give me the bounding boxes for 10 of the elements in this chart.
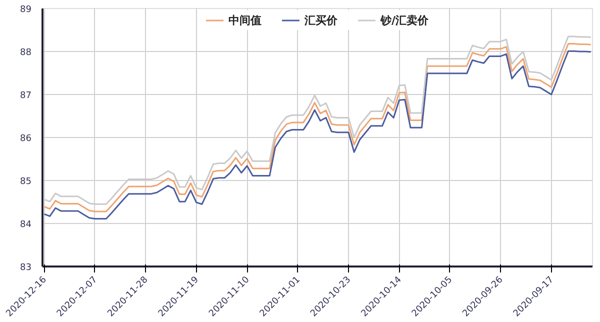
y-tick-label: 89: [20, 5, 32, 15]
y-tick-label: 87: [20, 91, 32, 101]
legend-label: 中间值: [228, 12, 262, 28]
y-tick-label: 84: [20, 220, 32, 230]
y-tick-label: 83: [20, 263, 32, 273]
legend-label: 钞/汇卖价: [380, 12, 429, 28]
y-tick-label: 85: [20, 177, 32, 187]
y-tick-label: 86: [20, 134, 32, 144]
legend-label: 汇买价: [304, 12, 338, 28]
y-tick-label: 88: [20, 48, 32, 58]
